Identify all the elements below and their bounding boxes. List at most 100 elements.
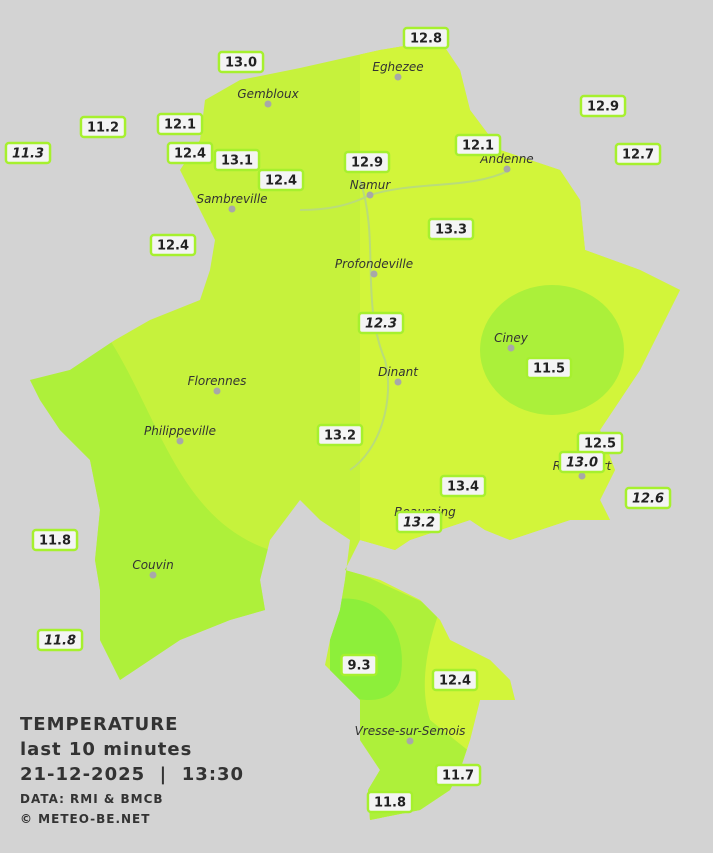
station-value: 13.0: [225, 56, 257, 71]
station-box: [156, 112, 204, 136]
station: 12.4: [257, 168, 305, 192]
zone-ciney: [480, 285, 624, 415]
station: 11.8: [366, 790, 414, 814]
town-dot: [228, 205, 236, 213]
station-value: 13.4: [447, 480, 479, 495]
station-value: 13.1: [221, 154, 253, 169]
station: 9.3: [340, 653, 378, 677]
station-box: [79, 115, 127, 139]
station-value: 12.8: [410, 32, 442, 47]
station-value: 11.2: [87, 121, 119, 136]
station-box: [366, 790, 414, 814]
station: 12.4: [166, 141, 214, 165]
station: 12.8: [402, 26, 450, 50]
station-value: 11.5: [533, 362, 565, 377]
station-value: 12.7: [622, 148, 654, 163]
station-value: 11.7: [442, 769, 474, 784]
station: 13.2: [316, 423, 364, 447]
town-label: Philippeville: [144, 424, 216, 438]
station-value: 12.4: [265, 174, 297, 189]
town-label: Vresse-sur-Semois: [355, 724, 466, 738]
station-value: 12.4: [157, 239, 189, 254]
town-dot: [406, 737, 414, 745]
station-box: [402, 26, 450, 50]
station-value: 12.9: [587, 100, 619, 115]
station-box: [525, 356, 573, 380]
town-label: Ciney: [494, 331, 529, 345]
town-dot: [503, 165, 511, 173]
legend-subtitle: last 10 minutes: [20, 739, 192, 760]
station-box: [36, 628, 84, 652]
station-value: 11.8: [44, 634, 76, 649]
station-value: 11.8: [39, 534, 71, 549]
station-value: 13.2: [403, 516, 435, 531]
station: 12.1: [454, 133, 502, 157]
town-label: Sambreville: [196, 192, 267, 206]
station-box: [149, 233, 197, 257]
station: 11.8: [36, 628, 84, 652]
station-value: 13.3: [435, 223, 467, 238]
station-box: [166, 141, 214, 165]
station-box: [316, 423, 364, 447]
station-value: 11.8: [374, 796, 406, 811]
station-value: 12.4: [439, 674, 471, 689]
station: 13.4: [439, 474, 487, 498]
station-value: 12.5: [584, 437, 616, 452]
station-box: [257, 168, 305, 192]
station-box: [340, 653, 378, 677]
station: 13.0: [558, 450, 606, 474]
station-box: [217, 50, 265, 74]
station-value: 12.4: [174, 147, 206, 162]
station-box: [31, 528, 79, 552]
station-value: 13.0: [566, 456, 598, 471]
station: 12.3: [357, 311, 405, 335]
station-box: [454, 133, 502, 157]
station-value: 12.1: [164, 118, 196, 133]
legend-datetime: 21-12-2025 | 13:30: [20, 764, 244, 785]
station: 12.6: [624, 486, 672, 510]
town-dot: [507, 344, 515, 352]
station: 13.2: [395, 510, 443, 534]
town-dot: [176, 437, 184, 445]
station-box: [614, 142, 662, 166]
station: 13.0: [217, 50, 265, 74]
station: 12.5: [576, 431, 624, 455]
station-value: 13.2: [324, 429, 356, 444]
station: 12.4: [149, 233, 197, 257]
station-box: [558, 450, 606, 474]
legend-source: DATA: RMI & BMCB: [20, 792, 164, 806]
station: 12.1: [156, 112, 204, 136]
station: 11.3: [4, 141, 52, 165]
town-label: Florennes: [188, 374, 247, 388]
station-value: 9.3: [347, 659, 370, 674]
town-dot: [213, 387, 221, 395]
station-box: [431, 668, 479, 692]
station: 11.8: [31, 528, 79, 552]
river: [299, 169, 511, 471]
station-box: [213, 148, 261, 172]
town-dot: [149, 571, 157, 579]
town-label: Couvin: [132, 558, 173, 572]
station: 11.7: [434, 763, 482, 787]
town-dot: [394, 378, 402, 386]
town-dot: [370, 270, 378, 278]
station-box: [427, 217, 475, 241]
station-box: [439, 474, 487, 498]
station: 11.2: [79, 115, 127, 139]
station: 12.9: [343, 150, 391, 174]
station: 11.5: [525, 356, 573, 380]
town-label: Profondeville: [335, 257, 413, 271]
town-label: Namur: [350, 178, 392, 192]
town-label: Gembloux: [237, 87, 299, 101]
station: 12.4: [431, 668, 479, 692]
station-value: 12.6: [632, 492, 664, 507]
town-dot: [394, 73, 402, 81]
legend-title: TEMPERATURE: [20, 714, 178, 735]
town-dot: [366, 191, 374, 199]
town-label: Dinant: [378, 365, 419, 379]
station-value: 12.3: [365, 317, 397, 332]
station-box: [395, 510, 443, 534]
station-box: [343, 150, 391, 174]
